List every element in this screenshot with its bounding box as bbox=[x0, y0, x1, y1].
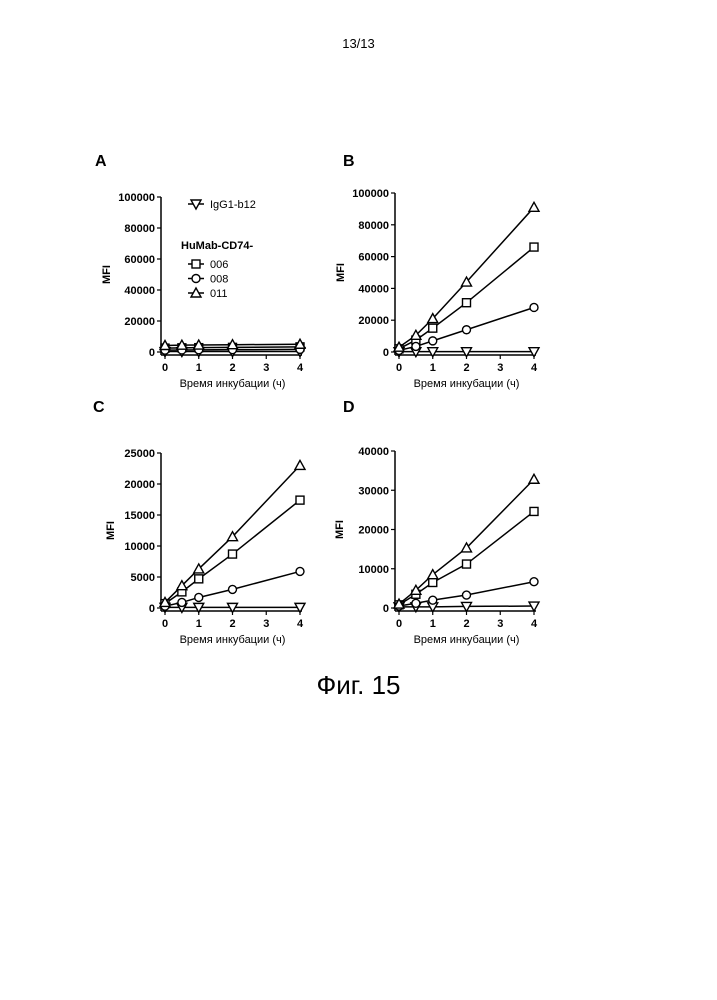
x-tick-label: 2 bbox=[229, 618, 235, 630]
y-tick-label: 60000 bbox=[358, 252, 389, 264]
panel-label: C bbox=[93, 399, 105, 416]
data-point-006 bbox=[195, 575, 203, 583]
x-tick-label: 3 bbox=[497, 618, 503, 630]
x-tick-label: 0 bbox=[162, 618, 168, 630]
y-tick-label: 20000 bbox=[358, 525, 389, 537]
y-tick-label: 0 bbox=[149, 603, 155, 615]
panel-label: D bbox=[343, 399, 355, 416]
y-tick-label: 30000 bbox=[358, 485, 389, 497]
data-point-011 bbox=[529, 474, 539, 483]
y-tick-label: 20000 bbox=[124, 316, 155, 328]
y-axis-label: MFI bbox=[335, 263, 347, 282]
x-tick-label: 3 bbox=[263, 362, 269, 374]
y-tick-label: 60000 bbox=[124, 254, 155, 266]
panel-d: D 0 10000 20000 30000 40000 0 1 2 3 4 Время инкубац… bbox=[334, 399, 539, 646]
y-axis-label: MFI bbox=[334, 520, 346, 539]
y-tick-label: 0 bbox=[383, 603, 389, 615]
data-point-006 bbox=[530, 243, 538, 251]
data-point-011 bbox=[529, 202, 539, 211]
data-point-008 bbox=[429, 337, 437, 345]
x-tick-label: 0 bbox=[396, 362, 402, 374]
circle-icon bbox=[192, 275, 200, 283]
data-point-008 bbox=[412, 342, 420, 350]
data-point-008 bbox=[429, 596, 437, 604]
x-tick-label: 4 bbox=[297, 618, 304, 630]
x-tick-label: 1 bbox=[430, 362, 436, 374]
y-tick-label: 100000 bbox=[118, 192, 155, 204]
y-tick-label: 40000 bbox=[358, 283, 389, 295]
y-tick-label: 40000 bbox=[124, 285, 155, 297]
x-tick-label: 4 bbox=[531, 618, 538, 630]
data-point-006 bbox=[429, 324, 437, 332]
x-tick-label: 1 bbox=[196, 362, 202, 374]
data-point-006 bbox=[530, 507, 538, 515]
x-tick-label: 0 bbox=[396, 618, 402, 630]
data-point-008 bbox=[195, 593, 203, 601]
y-tick-label: 40000 bbox=[358, 446, 389, 458]
data-point-006 bbox=[429, 578, 437, 586]
y-tick-label: 15000 bbox=[124, 510, 155, 522]
x-tick-label: 4 bbox=[297, 362, 304, 374]
y-axis-label: MFI bbox=[105, 521, 117, 540]
legend-group-title: HuMab-CD74- bbox=[181, 240, 253, 252]
data-point-006 bbox=[229, 550, 237, 558]
y-axis-label: MFI bbox=[101, 265, 113, 284]
square-icon bbox=[192, 260, 200, 268]
legend-label-control: IgG1-b12 bbox=[210, 199, 256, 211]
data-point-011 bbox=[295, 460, 305, 469]
data-point-008 bbox=[296, 567, 304, 575]
data-point-006 bbox=[296, 496, 304, 504]
legend: IgG1-b12 HuMab-CD74- 006 008 011 bbox=[181, 199, 256, 300]
y-tick-label: 5000 bbox=[131, 572, 155, 584]
data-point-008 bbox=[530, 303, 538, 311]
x-tick-label: 2 bbox=[463, 618, 469, 630]
x-tick-label: 4 bbox=[531, 362, 538, 374]
legend-label-011: 011 bbox=[210, 288, 228, 300]
data-point-008 bbox=[178, 598, 186, 606]
y-tick-label: 100000 bbox=[352, 188, 389, 200]
x-tick-label: 1 bbox=[430, 618, 436, 630]
data-point-008 bbox=[412, 599, 420, 607]
panel-label: A bbox=[95, 153, 107, 170]
y-tick-label: 80000 bbox=[358, 220, 389, 232]
y-tick-label: 10000 bbox=[358, 564, 389, 576]
x-tick-label: 3 bbox=[263, 618, 269, 630]
data-point-006 bbox=[463, 299, 471, 307]
y-tick-label: 20000 bbox=[358, 315, 389, 327]
legend-label-008: 008 bbox=[210, 274, 228, 286]
panel-b: B 0 20000 40000 60000 80000 100000 0 1 2 3 4 Время и… bbox=[335, 153, 539, 390]
y-tick-label: 10000 bbox=[124, 541, 155, 553]
y-tick-label: 25000 bbox=[124, 448, 155, 460]
data-point-008 bbox=[530, 578, 538, 586]
x-tick-label: 2 bbox=[229, 362, 235, 374]
panel-c: C 0 5000 10000 15000 20000 25000 0 1 2 3 4 Время инк… bbox=[93, 399, 305, 646]
data-point-006 bbox=[463, 560, 471, 568]
x-axis-label: Время инкубации (ч) bbox=[180, 634, 286, 646]
y-tick-label: 0 bbox=[383, 347, 389, 359]
x-tick-label: 0 bbox=[162, 362, 168, 374]
x-axis-label: Время инкубации (ч) bbox=[414, 378, 520, 390]
y-tick-label: 80000 bbox=[124, 223, 155, 235]
x-tick-label: 3 bbox=[497, 362, 503, 374]
y-tick-label: 20000 bbox=[124, 479, 155, 491]
data-point-008 bbox=[463, 591, 471, 599]
panel-a: A 0 20000 40000 60000 80000 100000 0 1 2 3 4 Время и… bbox=[95, 153, 305, 390]
data-point-008 bbox=[229, 585, 237, 593]
figure-caption: Фиг. 15 bbox=[0, 670, 717, 701]
x-tick-label: 1 bbox=[196, 618, 202, 630]
y-tick-label: 0 bbox=[149, 347, 155, 359]
x-tick-label: 2 bbox=[463, 362, 469, 374]
data-point-008 bbox=[463, 326, 471, 334]
x-axis-label: Время инкубации (ч) bbox=[414, 634, 520, 646]
x-axis-label: Время инкубации (ч) bbox=[180, 378, 286, 390]
panel-label: B bbox=[343, 153, 355, 170]
legend-label-006: 006 bbox=[210, 259, 228, 271]
